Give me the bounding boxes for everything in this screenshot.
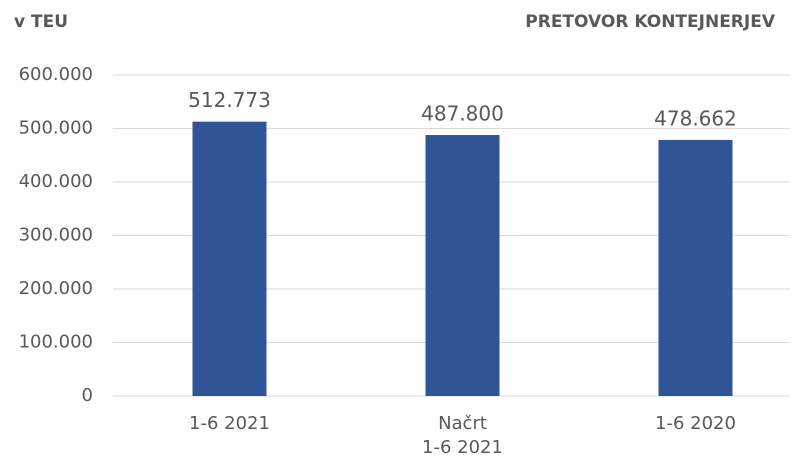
y-tick-label: 0 xyxy=(82,385,93,406)
y-tick-label: 200.000 xyxy=(19,278,93,299)
y-tick-label: 300.000 xyxy=(19,225,93,246)
value-label: 478.662 xyxy=(654,106,737,130)
x-tick-label: 1-6 2020 xyxy=(655,413,736,434)
value-label: 487.800 xyxy=(421,102,504,126)
chart-title: PRETOVOR KONTEJNERJEV xyxy=(525,12,776,32)
y-tick-label: 600.000 xyxy=(19,64,93,85)
value-label: 512.773 xyxy=(188,88,271,112)
y-tick-label: 500.000 xyxy=(19,118,93,139)
x-tick-label: 1-6 2021 xyxy=(189,413,270,434)
y-tick-label: 100.000 xyxy=(19,332,93,353)
y-axis-label: v TEU xyxy=(14,12,68,32)
bar xyxy=(658,139,733,396)
bar xyxy=(425,135,500,397)
x-tick-label: Načrt 1-6 2021 xyxy=(422,413,503,458)
y-tick-label: 400.000 xyxy=(19,171,93,192)
bar xyxy=(192,121,267,396)
